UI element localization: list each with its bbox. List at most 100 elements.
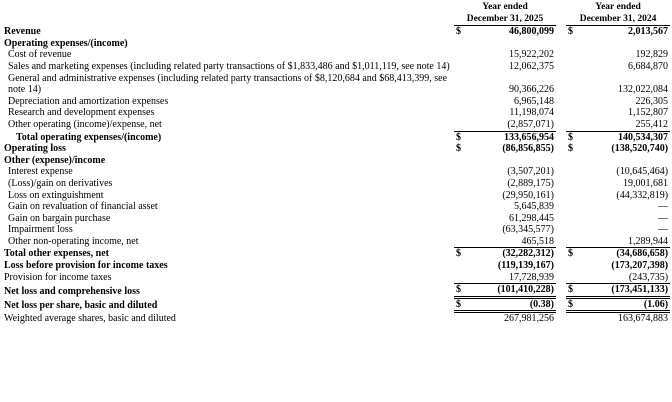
amount-2025: (63,345,577) [502, 224, 555, 236]
amount-2024: 226,305 [635, 95, 669, 107]
spacer [556, 224, 566, 236]
cur-2024: $ [566, 130, 579, 144]
amount-2024: 140,534,307 [578, 130, 671, 144]
cur-2025 [454, 96, 466, 108]
amount-2024: 6,684,870 [628, 60, 669, 72]
amount-2025: 6,965,148 [514, 95, 555, 107]
amount-2025: 11,198,074 [509, 107, 555, 119]
spacer [556, 236, 566, 248]
label: Other operating (income)/expense, net [8, 119, 162, 131]
header-line: Year ended [595, 2, 641, 12]
label: Operating expenses/(income) [4, 37, 128, 49]
amount-2025: (32,282,312) [466, 247, 557, 261]
label: Revenue [4, 26, 41, 38]
column-header: December 31, 2024 [566, 13, 671, 27]
label: Gain on revaluation of financial asset [8, 201, 158, 213]
spacer [556, 131, 566, 143]
cur-2025: $ [454, 247, 466, 261]
spacer [556, 166, 566, 178]
cur-2024 [566, 190, 578, 202]
amount-2025 [466, 155, 556, 167]
statement-row: Net loss per share, basic and diluted $ (0… [2, 297, 671, 314]
cur-2025: $ [456, 143, 461, 155]
amount-2025: 12,062,375 [509, 60, 555, 72]
header-row: December 31, 2025 December 31, 2024 [2, 13, 671, 27]
amount-2025: (2,857,071) [507, 118, 555, 130]
statement-row: Gain on revaluation of financial asset 5,… [2, 201, 670, 213]
label: Impairment loss [8, 224, 73, 236]
cur-2024: $ [566, 297, 579, 314]
statement-row: Total other expenses, net $ (32,282,312) $(… [2, 247, 671, 261]
statement-row: Loss before provision for income taxes (1… [2, 260, 670, 272]
amount-2025: (119,139,167) [497, 260, 555, 272]
spacer [556, 73, 566, 96]
label: Total operating expenses/(income) [16, 131, 162, 143]
column-header: December 31, 2025 [454, 13, 557, 27]
label: Other non-operating income, net [8, 236, 139, 248]
cur-2024 [566, 119, 578, 131]
label: Other (expense)/income [4, 154, 106, 166]
amount-2025: 267,981,256 [504, 313, 555, 325]
spacer [556, 260, 566, 272]
header-line: Year ended [482, 2, 528, 12]
statement-row: Interest expense (3,507,201) (10,645,464) [2, 166, 670, 178]
spacer [556, 297, 566, 312]
cur-2025 [454, 213, 466, 225]
cur-2024 [566, 61, 578, 73]
cur-2025: $ [456, 26, 461, 38]
statement-row: Cost of revenue 15,922,202 192,829 [2, 49, 670, 61]
label: (Loss)/gain on derivatives [8, 177, 113, 189]
cur-2024 [566, 38, 578, 50]
spacer [556, 248, 566, 260]
spacer [556, 143, 566, 155]
amount-2024: (173,451,133) [578, 283, 671, 299]
amount-2025: 465,518 [521, 235, 555, 247]
cur-2025 [454, 38, 466, 50]
label: Interest expense [8, 166, 73, 178]
label: Net loss and comprehensive loss [4, 285, 140, 297]
cur-2024 [566, 201, 578, 213]
amount-2024: 1,289,944 [628, 235, 669, 247]
spacer [556, 61, 566, 73]
amount-2024: 192,829 [635, 49, 669, 61]
amount-2024 [578, 38, 670, 50]
cur-2025 [454, 190, 466, 202]
amount-2025: 133,656,954 [466, 130, 557, 144]
header-row: Year ended Year ended [2, 2, 670, 14]
cur-2024 [566, 155, 578, 167]
cur-2025 [454, 260, 466, 272]
label: Weighted average shares, basic and dilut… [4, 313, 176, 325]
cur-2024 [566, 178, 578, 190]
column-header: Year ended [454, 2, 556, 14]
cur-2024: $ [566, 247, 579, 261]
label: Provision for income taxes [4, 272, 112, 284]
label: Total other expenses, net [4, 248, 109, 260]
statement-row: Gain on bargain purchase 61,298,445 — [2, 213, 670, 225]
statement-row: Revenue $46,800,099 $2,013,567 [2, 26, 670, 38]
cur-2025 [454, 201, 466, 213]
cur-2025 [454, 61, 466, 73]
amount-2024: 19,001,681 [623, 177, 669, 189]
spacer [556, 26, 566, 38]
spacer [556, 96, 566, 108]
spacer [556, 49, 566, 61]
cur-2024 [566, 166, 578, 178]
amount-2024: (44,332,819) [616, 189, 669, 201]
amount-2025: 46,800,099 [509, 26, 555, 38]
cur-2024 [566, 96, 578, 108]
statement-row: Other operating (income)/expense, net (2,… [2, 119, 670, 131]
statement-row: Net loss and comprehensive loss $ (101,410… [2, 283, 671, 299]
label: Research and development expenses [8, 107, 155, 119]
spacer [556, 213, 566, 225]
amount-2024: (10,645,464) [616, 166, 669, 178]
amount-2024: — [658, 212, 669, 224]
amount-2024: (173,207,398) [611, 260, 669, 272]
cur-2024 [566, 213, 578, 225]
label: Operating loss [4, 143, 66, 155]
statement-row: Loss on extinguishment (29,950,161) (44,33… [2, 190, 670, 202]
statement-row: Provision for income taxes 17,728,939 (243… [2, 272, 670, 284]
spacer [556, 155, 566, 167]
amount-2025: (86,856,855) [502, 143, 555, 155]
cur-2025 [454, 107, 466, 119]
amount-2024: 255,412 [635, 118, 669, 130]
